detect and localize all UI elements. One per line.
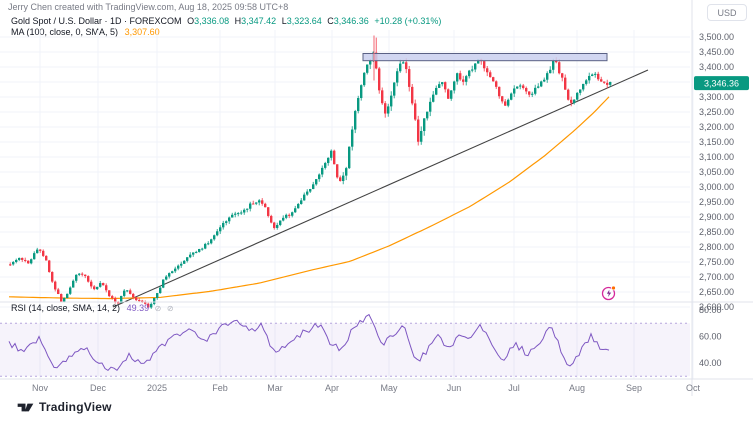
ohlc-low-value: 3,323.64 — [286, 16, 322, 26]
svg-text:Sep: Sep — [626, 383, 642, 393]
svg-text:Jul: Jul — [508, 383, 520, 393]
svg-text:3,050.00: 3,050.00 — [699, 167, 734, 177]
svg-text:2,900.00: 2,900.00 — [699, 212, 734, 222]
ohlc-open-value: 3,336.08 — [194, 16, 230, 26]
svg-text:Jun: Jun — [447, 383, 462, 393]
svg-text:Apr: Apr — [325, 383, 339, 393]
svg-text:May: May — [380, 383, 398, 393]
tradingview-logo-text: TradingView — [39, 400, 112, 414]
price-change-value: +10.28 (+0.31%) — [374, 16, 442, 26]
svg-text:3,400.00: 3,400.00 — [699, 62, 734, 72]
ma-line — [8, 96, 610, 300]
rsi-indicator-label[interactable]: RSI (14, close, SMA, 14, 2) — [11, 303, 121, 313]
svg-text:2,850.00: 2,850.00 — [699, 227, 734, 237]
svg-text:3,000.00: 3,000.00 — [699, 182, 734, 192]
grid-lines — [0, 30, 694, 379]
ohlc-low-label: L — [281, 16, 287, 26]
svg-text:3,346.36: 3,346.36 — [704, 79, 739, 89]
svg-text:2,950.00: 2,950.00 — [699, 197, 734, 207]
svg-text:2,800.00: 2,800.00 — [699, 242, 734, 252]
ma-indicator-label[interactable]: MA (100, close, 0, SMA, 5) — [11, 27, 119, 37]
svg-text:2,600.00: 2,600.00 — [699, 302, 734, 312]
svg-text:3,500.00: 3,500.00 — [699, 32, 734, 42]
current-price-badge: 3,346.36 — [694, 76, 749, 91]
trendline[interactable] — [112, 69, 649, 308]
ohlc-close-value: 3,346.36 — [333, 16, 369, 26]
candlestick-series — [9, 37, 612, 309]
rsi-hide-icon[interactable]: ⊘ — [154, 304, 162, 313]
svg-text:Aug: Aug — [569, 383, 585, 393]
ma-indicator-legend[interactable]: MA (100, close, 0, SMA, 5) 3,307.60 — [11, 27, 160, 37]
svg-text:3,450.00: 3,450.00 — [699, 47, 734, 57]
svg-text:Dec: Dec — [90, 383, 107, 393]
svg-text:60.00: 60.00 — [699, 332, 722, 342]
rsi-band — [0, 322, 690, 377]
svg-text:2,650.00: 2,650.00 — [699, 287, 734, 297]
svg-text:2,700.00: 2,700.00 — [699, 272, 734, 282]
symbol-title[interactable]: Gold Spot / U.S. Dollar · 1D · FOREXCOM — [11, 16, 182, 26]
svg-text:3,100.00: 3,100.00 — [699, 152, 734, 162]
svg-text:Oct: Oct — [686, 383, 701, 393]
attribution-text: Jerry Chen created with TradingView.com,… — [8, 2, 289, 12]
svg-text:3,250.00: 3,250.00 — [699, 107, 734, 117]
svg-text:Mar: Mar — [267, 383, 283, 393]
axis-frame — [0, 0, 753, 396]
time-axis-labels[interactable]: Nov Dec 2025 Feb Mar Apr May Jun Jul Aug Sep Oct — [32, 383, 701, 393]
resistance-box[interactable] — [362, 53, 608, 62]
svg-text:3,150.00: 3,150.00 — [699, 137, 734, 147]
symbol-legend[interactable]: Gold Spot / U.S. Dollar · 1D · FOREXCOM … — [11, 16, 441, 26]
svg-text:80.00: 80.00 — [699, 305, 722, 315]
ohlc-high-value: 3,347.42 — [241, 16, 277, 26]
currency-unit-button[interactable]: USD — [707, 4, 747, 21]
svg-text:3,300.00: 3,300.00 — [699, 92, 734, 102]
drawing-anchor-icon[interactable] — [600, 284, 618, 302]
tradingview-logo-icon — [17, 403, 34, 411]
ma-indicator-value: 3,307.60 — [124, 27, 160, 37]
svg-text:2025: 2025 — [147, 383, 167, 393]
rsi-settings-icon[interactable]: ⊘ — [166, 304, 174, 313]
svg-text:Feb: Feb — [212, 383, 228, 393]
rsi-line — [8, 313, 610, 372]
svg-text:2,750.00: 2,750.00 — [699, 257, 734, 267]
svg-text:40.00: 40.00 — [699, 358, 722, 368]
svg-text:3,200.00: 3,200.00 — [699, 122, 734, 132]
rsi-indicator-legend[interactable]: RSI (14, close, SMA, 14, 2) 49.39 ⊘ ⊘ — [11, 303, 174, 313]
svg-text:Nov: Nov — [32, 383, 49, 393]
ohlc-high-label: H — [234, 16, 242, 26]
ohlc-close-label: C — [327, 16, 334, 26]
rsi-indicator-value: 49.39 — [126, 303, 150, 313]
ohlc-open-label: O — [187, 16, 195, 26]
tradingview-logo[interactable]: TradingView — [17, 400, 112, 414]
